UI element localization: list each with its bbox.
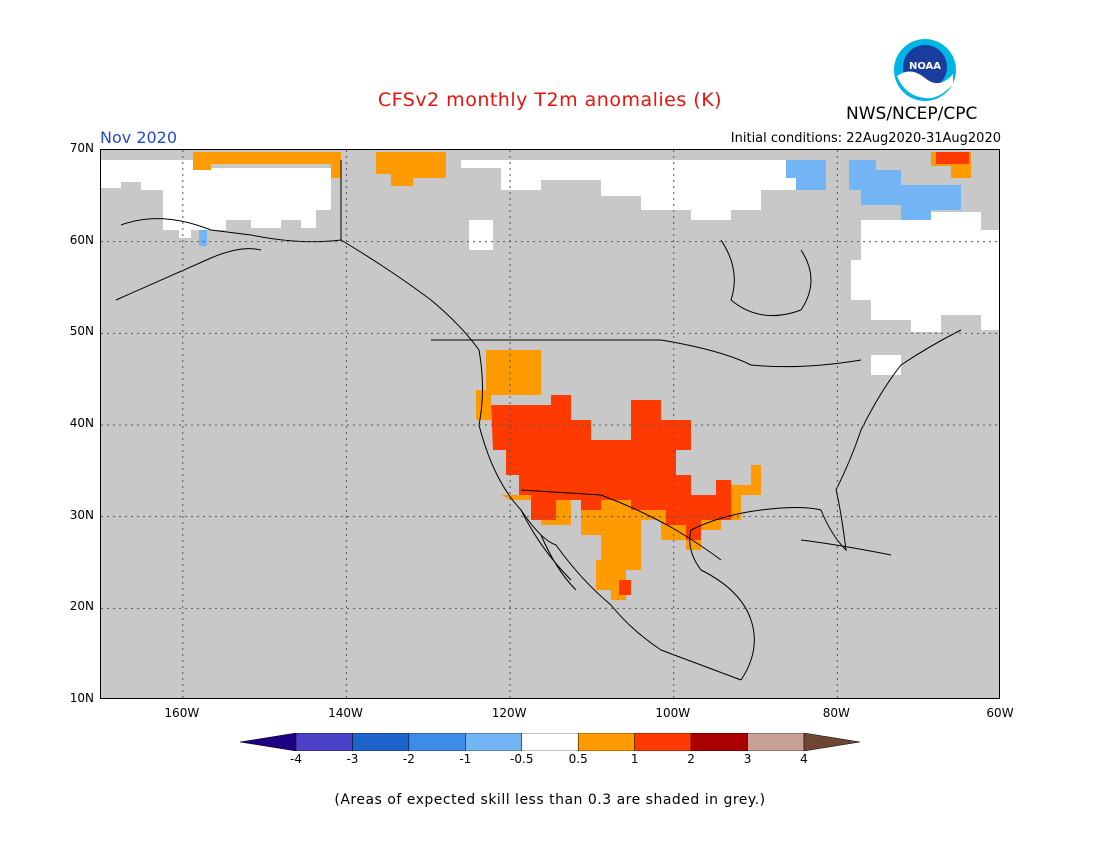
- colorbar-box: [465, 733, 523, 751]
- lat-label: 60N: [69, 232, 94, 247]
- region-labrador: [851, 212, 999, 332]
- noaa-logo: NOAA: [894, 39, 956, 101]
- coast-alaska: [120, 160, 342, 243]
- region-northeast-canada: [786, 160, 961, 220]
- lat-label: 50N: [69, 324, 94, 339]
- region-arctic-warm-strip: [193, 152, 446, 186]
- region-northern-canada: [381, 160, 801, 220]
- lat-label: 70N: [69, 141, 94, 155]
- initial-conditions: Initial conditions: 22Aug2020-31Aug2020: [730, 131, 1001, 146]
- colorbar-box: [352, 733, 410, 751]
- colorbar-tick-label: -1: [459, 752, 472, 766]
- coast-mexico-pacific: [555, 544, 742, 681]
- noaa-logo-text: NOAA: [909, 61, 941, 72]
- colorbar-box: [408, 733, 466, 751]
- lat-label: 40N: [69, 416, 94, 430]
- coast-florida: [820, 429, 862, 552]
- colorbar-tick-label: 0.5: [568, 752, 588, 766]
- border-us-canada: [431, 339, 862, 368]
- lat-label: 30N: [69, 507, 94, 522]
- lon-label: 100W: [655, 706, 691, 720]
- region-hudson-patch: [469, 220, 493, 250]
- lat-label: 20N: [69, 599, 94, 614]
- colorbar-tick-label: -3: [346, 752, 359, 766]
- colorbar-tick-label: 3: [743, 752, 752, 766]
- lon-label: 140W: [328, 706, 363, 720]
- colorbar-box: [295, 733, 353, 751]
- map-canvas: [101, 150, 999, 698]
- colorbar-arrow-high: [803, 733, 860, 751]
- chart-title: CFSv2 monthly T2m anomalies (K): [377, 89, 723, 111]
- skill-footnote: (Areas of expected skill less than 0.3 a…: [334, 792, 766, 808]
- colorbar-box: [634, 733, 692, 751]
- coast-aleutians: [115, 248, 262, 301]
- colorbar-tick-label: 4: [800, 752, 808, 766]
- colorbar-box: [690, 733, 748, 751]
- lat-label: 10N: [69, 691, 94, 705]
- coast-gulf: [689, 507, 822, 681]
- colorbar: [240, 733, 860, 751]
- coast-baja: [520, 509, 577, 591]
- grid-lines: [101, 150, 999, 698]
- lon-label: 60W: [986, 706, 1014, 720]
- colorbar-box: [747, 733, 805, 751]
- agency-label: NWS/NCEP/CPC: [846, 104, 978, 124]
- colorbar-tick-label: -4: [290, 752, 302, 766]
- colorbar-box: [521, 733, 579, 751]
- colorbar-tick-label: -0.5: [510, 752, 534, 766]
- anomaly-map: [100, 149, 1000, 699]
- region-newfoundland-patch: [871, 355, 901, 375]
- region-alaska-cool-patch: [199, 230, 207, 246]
- lon-label: 80W: [822, 706, 850, 720]
- colorbar-arrow-low: [240, 733, 297, 751]
- coast-hudson-bay: [720, 239, 812, 317]
- coast-cuba: [800, 539, 892, 556]
- region-greenland-hot: [936, 152, 969, 164]
- colorbar-tick-label: -2: [402, 752, 415, 766]
- lon-label: 120W: [491, 706, 527, 720]
- border-us-mexico: [520, 489, 722, 561]
- coast-east: [860, 329, 962, 431]
- lon-label: 160W: [164, 706, 200, 720]
- region-southwest-us: [491, 395, 731, 595]
- forecast-month: Nov 2020: [100, 128, 178, 147]
- colorbar-tick-label: 1: [630, 752, 639, 766]
- colorbar-box: [577, 733, 635, 751]
- region-northern-alaska: [101, 160, 331, 238]
- colorbar-tick-label: 2: [687, 752, 695, 766]
